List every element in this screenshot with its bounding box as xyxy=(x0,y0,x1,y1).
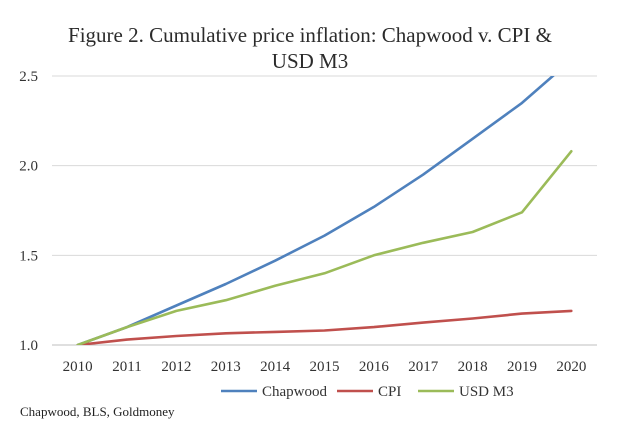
legend-label: Chapwood xyxy=(262,384,327,400)
legend: Chapwood CPI USD M3 xyxy=(221,384,514,400)
y-tick-label: 1.5 xyxy=(19,248,38,264)
y-tick-label: 2.0 xyxy=(19,159,38,175)
x-tick-label: 2013 xyxy=(211,359,241,375)
x-tick-label: 2015 xyxy=(310,359,340,375)
x-tick-label: 2011 xyxy=(112,359,141,375)
series-line-usd-m3 xyxy=(76,150,573,345)
chart-title-line2: USD M3 xyxy=(272,49,348,73)
legend-label: CPI xyxy=(378,384,401,400)
x-tick-label: 2019 xyxy=(507,359,537,375)
x-tick-label: 2020 xyxy=(556,359,586,375)
series-line-chapwood xyxy=(76,76,555,345)
x-tick-label: 2017 xyxy=(408,359,439,375)
series-line-cpi xyxy=(76,309,573,345)
axes: 1.0 1.5 2.0 2.5 2010 2011 2012 2013 2014 2015 2016… xyxy=(19,69,597,375)
source-note: Chapwood, BLS, Goldmoney xyxy=(20,404,175,419)
chart-title-line1: Figure 2. Cumulative price inflation: Ch… xyxy=(68,23,552,47)
x-tick-label: 2010 xyxy=(63,359,93,375)
x-tick-label: 2016 xyxy=(359,359,390,375)
series-lines xyxy=(76,76,573,345)
x-tick-label: 2012 xyxy=(161,359,191,375)
x-tick-label: 2014 xyxy=(260,359,291,375)
gridlines xyxy=(52,75,597,256)
x-tick-label: 2018 xyxy=(458,359,488,375)
y-tick-label: 2.5 xyxy=(19,69,38,85)
legend-label: USD M3 xyxy=(459,384,514,400)
y-tick-label: 1.0 xyxy=(19,338,38,354)
